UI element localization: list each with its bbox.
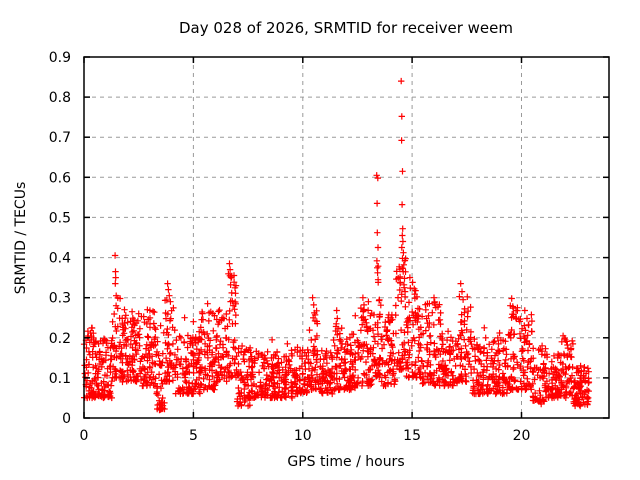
x-tick-label: 15: [403, 428, 421, 444]
x-tick-label: 5: [189, 428, 198, 444]
y-tick-label: 0.6: [49, 170, 71, 186]
y-axis-label: SRMTID / TECUs: [13, 182, 29, 295]
x-tick-label: 0: [80, 428, 89, 444]
y-tick-label: 0.2: [49, 331, 71, 347]
y-tick-label: 0.3: [49, 291, 71, 307]
y-tick-label: 0.4: [49, 251, 71, 267]
y-tick-label: 0.8: [49, 90, 71, 106]
axis-ticks: [83, 56, 609, 419]
y-tick-label: 0.1: [49, 371, 71, 387]
tick-labels: 0 5 10 15 20 0 0.1 0.2 0.3 0.4 0.5 0.6 0.7 0.8 0.9: [49, 50, 531, 444]
y-tick-label: 0.5: [49, 210, 71, 226]
chart-title: Day 028 of 2026, SRMTID for receiver wee…: [179, 19, 513, 37]
data-points: [80, 77, 593, 414]
x-tick-label: 20: [513, 428, 531, 444]
x-tick-label: 10: [294, 428, 312, 444]
x-axis-label: GPS time / hours: [287, 454, 404, 470]
y-tick-label: 0.7: [49, 130, 71, 146]
y-tick-label: 0: [62, 411, 71, 427]
y-tick-label: 0.9: [49, 50, 71, 66]
plot-border: [83, 56, 610, 419]
